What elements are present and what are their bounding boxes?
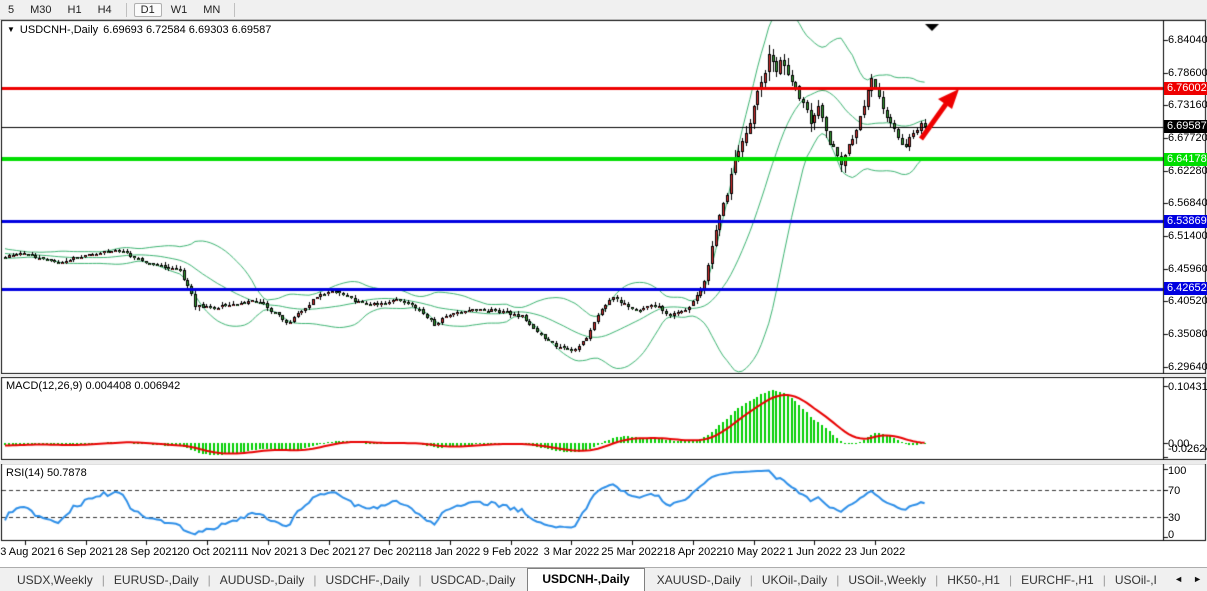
- hline-price-badge: 6.76002: [1164, 81, 1207, 95]
- chart-tab-usoil-i[interactable]: USOil-,I: [1114, 573, 1157, 587]
- date-axis-label: 1 Jun 2022: [787, 546, 842, 558]
- tab-separator: |: [101, 573, 105, 587]
- price-axis-label: 6.51400: [1168, 230, 1207, 243]
- chart-tab-xauusd-daily[interactable]: XAUUSD-,Daily: [656, 573, 741, 587]
- macd-indicator-label: MACD(12,26,9) 0.004408 0.006942: [6, 380, 181, 392]
- date-axis-label: 23 Jun 2022: [844, 546, 906, 558]
- panel-splitter[interactable]: [0, 460, 1207, 464]
- macd-axis-label: 0.00: [1168, 438, 1190, 450]
- symbol-tabbar: USDX,Weekly | EURUSD-,Daily | AUDUSD-,Daily |…: [0, 567, 1207, 591]
- rsi-axis-label: 70: [1168, 484, 1181, 497]
- tab-separator: |: [207, 573, 211, 587]
- price-axis-label: 6.62280: [1168, 164, 1207, 177]
- date-axis-label: 6 Sep 2021: [57, 546, 114, 558]
- tab-scroll-right-icon[interactable]: ►: [1193, 574, 1202, 584]
- rsi-axis-label: 0: [1168, 529, 1175, 541]
- chart-tab-ukoil-daily[interactable]: UKOil-,Daily: [761, 573, 828, 587]
- date-axis-label: 18 Jan 2022: [419, 546, 481, 558]
- tab-separator: |: [1008, 573, 1013, 587]
- tabbar-scroll-arrows: ◄ ►: [1174, 574, 1202, 584]
- tab-separator: |: [836, 573, 840, 587]
- chart-tab-eurusd-daily[interactable]: EURUSD-,Daily: [113, 573, 199, 587]
- date-axis-label: 18 Apr 2022: [663, 546, 723, 558]
- date-axis-label: 28 Sep 2021: [115, 546, 178, 558]
- chart-dropdown-icon[interactable]: ▼: [7, 25, 15, 34]
- rsi-axis-label: 100: [1168, 465, 1187, 477]
- price-axis-label: 6.67720: [1168, 132, 1207, 145]
- date-axis-label: 25 Mar 2022: [601, 546, 664, 558]
- chart-tab-usoil-weekly[interactable]: USOil-,Weekly: [848, 573, 927, 587]
- tab-separator: |: [313, 573, 317, 587]
- price-axis-label: 6.78600: [1168, 66, 1207, 79]
- chart-title: ▼ USDCNH-,Daily 6.69693 6.72584 6.69303 …: [7, 24, 271, 36]
- date-axis-label: 9 Feb 2022: [482, 546, 539, 558]
- date-axis-label: 3 Mar 2022: [543, 546, 600, 558]
- tab-separator: |: [1102, 573, 1106, 587]
- price-axis-label: 6.35080: [1168, 328, 1207, 341]
- panel-splitter[interactable]: [0, 374, 1207, 377]
- date-axis-label: 11 Nov 2021: [237, 546, 299, 558]
- rsi-indicator-label: RSI(14) 50.7878: [6, 467, 87, 479]
- date-axis-label: 13 Aug 2021: [0, 546, 56, 558]
- price-axis-label: 6.29640: [1168, 360, 1207, 373]
- tab-separator: |: [418, 573, 422, 587]
- price-axis-label: 6.40520: [1168, 295, 1207, 308]
- tab-scroll-left-icon[interactable]: ◄: [1174, 574, 1184, 584]
- chart-tab-usdcad-daily[interactable]: USDCAD-,Daily: [430, 573, 516, 587]
- chart-tab-hk50-h1[interactable]: HK50-,H1: [947, 573, 1000, 587]
- chart-tab-usdchf-daily[interactable]: USDCHF-,Daily: [325, 573, 410, 587]
- date-axis-label: 20 Oct 2021: [177, 546, 238, 558]
- chart-ohlc-values: 6.69693 6.72584 6.69303 6.69587: [103, 24, 272, 36]
- chart-tab-usdcnh-daily[interactable]: USDCNH-,Daily: [527, 568, 645, 591]
- date-axis-label: 3 Dec 2021: [300, 546, 357, 558]
- chart-tab-audusd-daily[interactable]: AUDUSD-,Daily: [219, 573, 305, 587]
- hline-price-badge: 6.42652: [1164, 282, 1207, 296]
- hline-price-badge: 6.69587: [1164, 120, 1207, 134]
- hline-price-badge: 6.64178: [1164, 152, 1207, 166]
- tab-separator: |: [749, 573, 753, 587]
- price-axis-label: 6.45960: [1168, 262, 1207, 275]
- hline-price-badge: 6.53869: [1164, 214, 1207, 228]
- price-axis-label: 6.73160: [1168, 99, 1207, 112]
- tab-separator: |: [935, 573, 939, 587]
- price-axis-label: 6.84040: [1168, 34, 1207, 46]
- chart-tab-eurchf-h1[interactable]: EURCHF-,H1: [1021, 573, 1094, 587]
- price-axis-label: 6.56840: [1168, 197, 1207, 210]
- macd-axis-label: 0.104313: [1168, 381, 1207, 394]
- chart-symbol-label: USDCNH-,Daily: [19, 24, 99, 36]
- price-chart-canvas[interactable]: [0, 0, 1207, 567]
- date-axis-label: 27 Dec 2021: [358, 546, 421, 558]
- rsi-axis-label: 30: [1168, 512, 1181, 524]
- chart-tab-usdx-weekly[interactable]: USDX,Weekly: [17, 573, 93, 587]
- date-axis-label: 10 May 2022: [721, 546, 786, 558]
- macd-axis-label: -0.026249: [1168, 443, 1207, 455]
